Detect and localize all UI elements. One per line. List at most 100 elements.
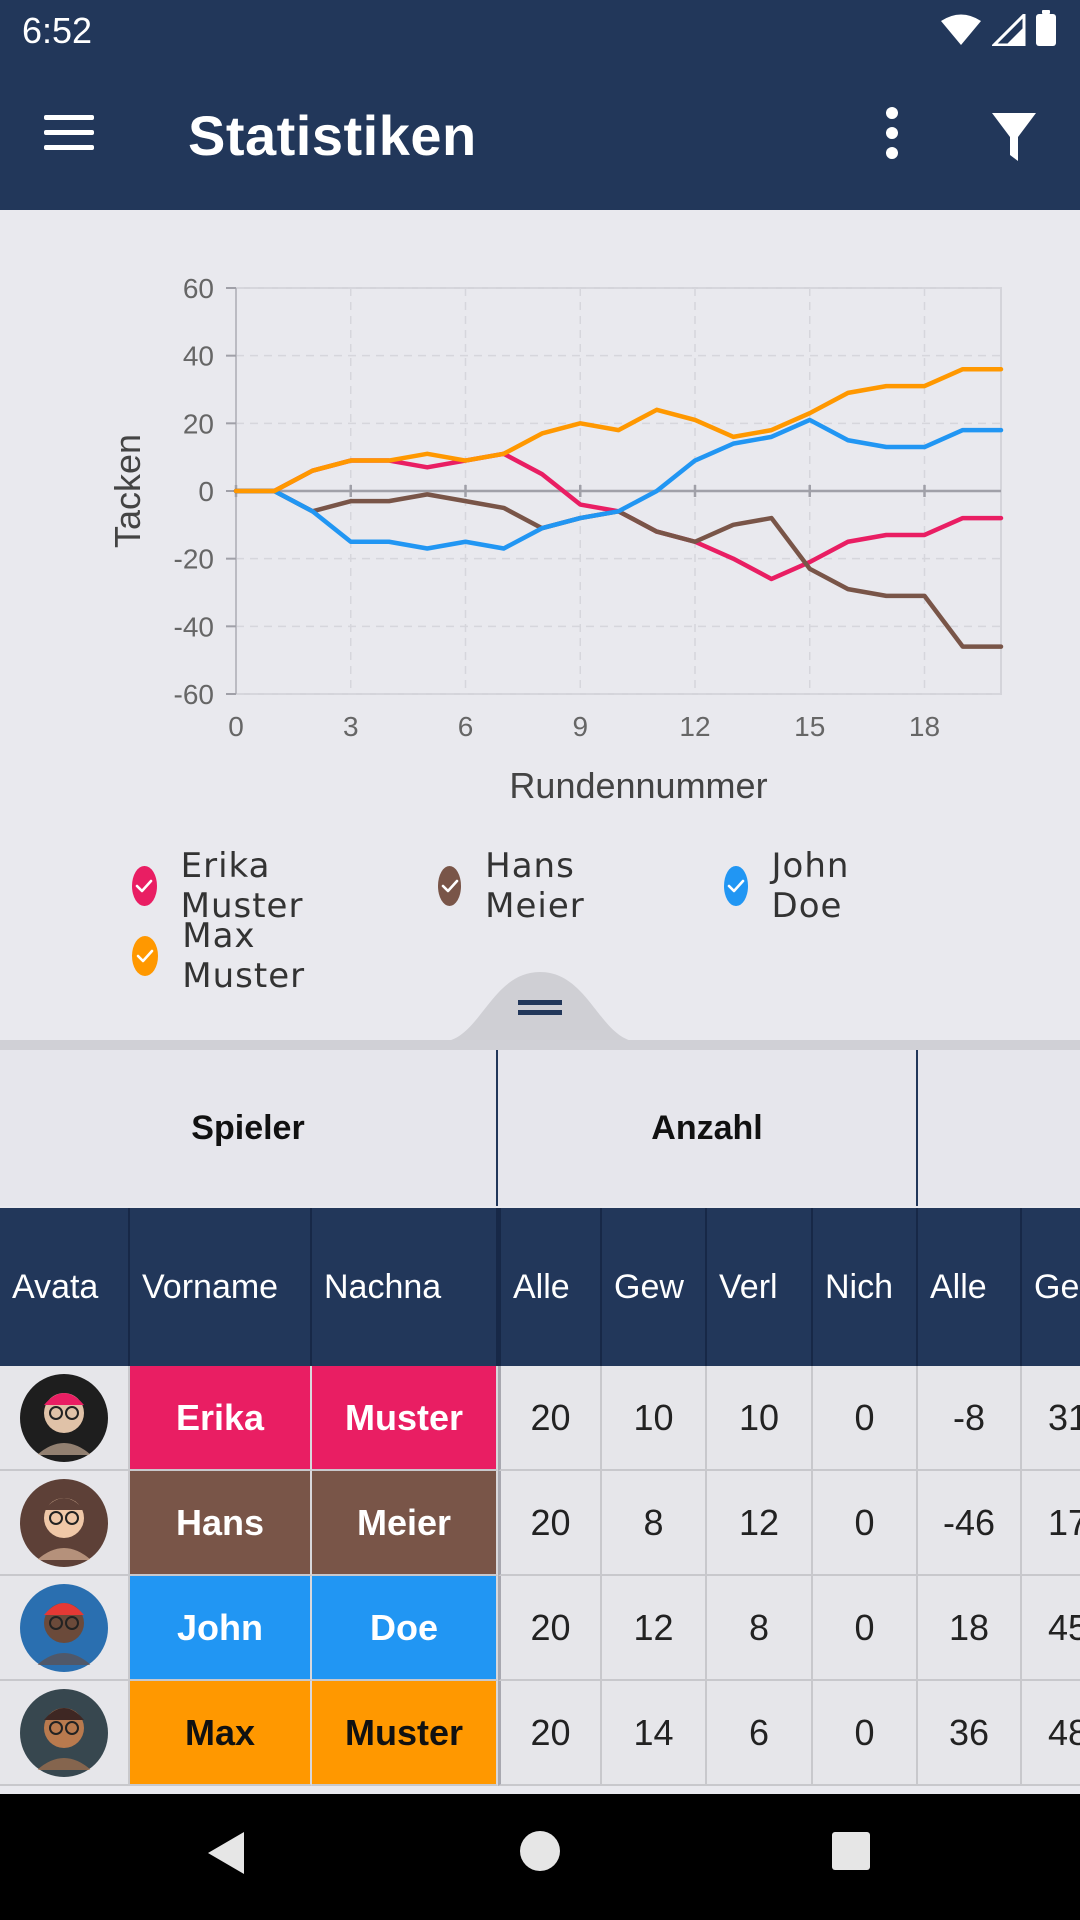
y-tick-label: -60	[174, 679, 214, 710]
legend-label: John Doe	[771, 846, 850, 926]
status-bar: 6:52	[0, 0, 1080, 63]
value-cell: 8	[602, 1471, 707, 1576]
x-axis-label: Rundennummer	[509, 765, 767, 806]
series-line-max-muster	[233, 366, 1004, 494]
chart-area: 0 3 6 9 12 15 18 60 40 20 0 -20 -40 -60 Rundennummer Ta…	[0, 210, 1080, 1040]
legend-item-erika-muster[interactable]: Erika Muster	[132, 846, 319, 926]
avatar	[20, 1583, 108, 1672]
check-icon	[438, 866, 462, 906]
value-cell: 0	[813, 1366, 918, 1471]
legend-label: Max Muster	[182, 916, 306, 996]
value-cell: 0	[813, 1576, 918, 1681]
group-header-anzahl: Anzahl	[651, 1108, 763, 1147]
avatar-cell	[0, 1681, 130, 1786]
x-tick-label: 18	[909, 711, 940, 742]
value-cell: 14	[602, 1681, 707, 1786]
drag-handle[interactable]	[440, 972, 640, 1042]
check-icon	[724, 866, 748, 906]
home-circle-icon[interactable]	[519, 1830, 561, 1872]
legend-item-hans-meier[interactable]: Hans Meier	[438, 846, 602, 926]
x-tick-label: 9	[572, 711, 588, 742]
value-cell: 48	[1022, 1681, 1080, 1786]
status-time: 6:52	[22, 10, 93, 51]
legend-item-max-muster[interactable]: Max Muster	[132, 916, 319, 996]
value-cell: 12	[602, 1576, 707, 1681]
table-header-row: Avata Vorname Nachna Alle Gew Verl Nich Alle Ge	[0, 1208, 1080, 1366]
group-header-spieler: Spieler	[191, 1108, 305, 1147]
x-tick-label: 3	[343, 711, 359, 742]
value-cell: 17	[1022, 1471, 1080, 1576]
value-cell: 18	[918, 1576, 1022, 1681]
status-icons	[940, 10, 1056, 48]
page-title: Statistiken	[188, 104, 477, 167]
divider	[0, 1040, 1080, 1050]
y-tick-label: 0	[198, 476, 214, 507]
legend-item-john-doe[interactable]: John Doe	[724, 846, 866, 926]
value-cell: 10	[602, 1366, 707, 1471]
back-triangle-icon[interactable]	[206, 1830, 246, 1876]
x-tick-label: 15	[794, 711, 825, 742]
column-header[interactable]: Vorname	[130, 1208, 312, 1366]
value-cell: -8	[918, 1366, 1022, 1471]
column-header[interactable]: Gew	[602, 1208, 707, 1366]
value-cell: 20	[498, 1681, 602, 1786]
column-header[interactable]: Avata	[0, 1208, 130, 1366]
last-name-cell: Doe	[312, 1576, 498, 1681]
recents-square-icon[interactable]	[831, 1830, 871, 1872]
line-chart[interactable]: 0 3 6 9 12 15 18 60 40 20 0 -20 -40 -60 Rundennummer Ta…	[0, 210, 1080, 1040]
value-cell: -46	[918, 1471, 1022, 1576]
value-cell: 6	[707, 1681, 813, 1786]
value-cell: 0	[813, 1471, 918, 1576]
value-cell: 0	[813, 1681, 918, 1786]
value-cell: 20	[498, 1576, 602, 1681]
avatar	[20, 1373, 108, 1462]
column-header[interactable]: Alle	[498, 1208, 602, 1366]
hamburger-menu-icon[interactable]	[44, 111, 98, 155]
last-name-cell: Muster	[312, 1681, 498, 1786]
last-name-cell: Meier	[312, 1471, 498, 1576]
y-tick-label: 60	[183, 273, 214, 304]
filter-icon[interactable]	[990, 111, 1038, 163]
table-row[interactable]: MaxMuster2014603648	[0, 1681, 1080, 1786]
column-header[interactable]: Alle	[918, 1208, 1022, 1366]
x-tick-label: 6	[458, 711, 474, 742]
x-tick-label: 12	[679, 711, 710, 742]
last-name-cell: Muster	[312, 1366, 498, 1471]
avatar-cell	[0, 1576, 130, 1681]
column-header[interactable]: Nich	[813, 1208, 918, 1366]
more-vert-icon[interactable]	[876, 103, 906, 163]
first-name-cell: Erika	[130, 1366, 312, 1471]
legend-label: Erika Muster	[180, 846, 304, 926]
y-tick-label: -40	[174, 611, 214, 642]
y-tick-label: 40	[183, 341, 214, 372]
wifi-icon	[941, 14, 981, 45]
first-name-cell: Max	[130, 1681, 312, 1786]
column-header[interactable]: Verl	[707, 1208, 813, 1366]
value-cell: 20	[498, 1366, 602, 1471]
group-separator	[916, 1050, 918, 1206]
avatar-cell	[0, 1471, 130, 1576]
group-separator	[496, 1050, 498, 1206]
stats-table[interactable]: Avata Vorname Nachna Alle Gew Verl Nich Alle Ge …	[0, 1208, 1080, 1788]
first-name-cell: Hans	[130, 1471, 312, 1576]
avatar	[20, 1688, 108, 1777]
value-cell: 20	[498, 1471, 602, 1576]
series-line-john-doe	[233, 417, 1004, 551]
value-cell: 31	[1022, 1366, 1080, 1471]
battery-icon	[1036, 10, 1056, 46]
legend-label: Hans Meier	[485, 846, 585, 926]
check-icon	[132, 936, 159, 976]
check-icon	[132, 866, 157, 906]
value-cell: 10	[707, 1366, 813, 1471]
value-cell: 8	[707, 1576, 813, 1681]
y-tick-label: 20	[183, 408, 214, 439]
avatar	[20, 1478, 108, 1567]
table-row[interactable]: JohnDoe2012801845	[0, 1576, 1080, 1681]
column-header[interactable]: Nachna	[312, 1208, 498, 1366]
column-header[interactable]: Ge	[1022, 1208, 1080, 1366]
value-cell: 45	[1022, 1576, 1080, 1681]
y-tick-label: -20	[174, 544, 214, 575]
y-axis-label: Tacken	[107, 434, 148, 548]
